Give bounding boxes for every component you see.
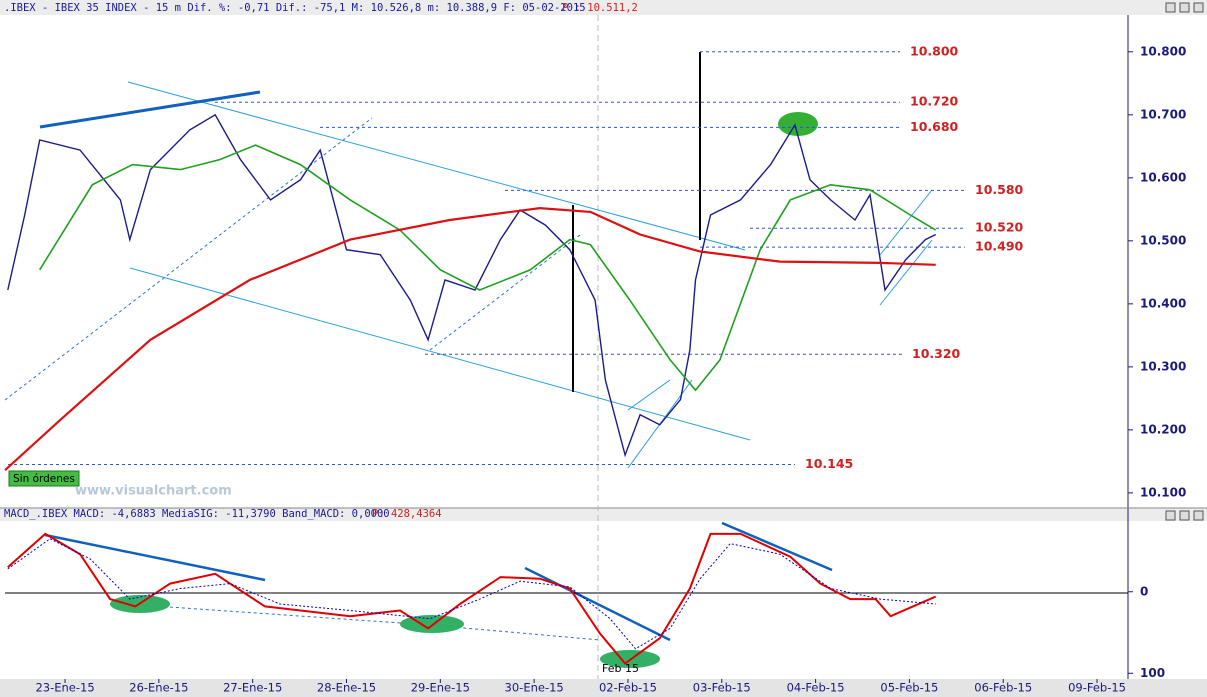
series-line	[7, 113, 937, 458]
series-line	[7, 532, 937, 665]
price-label: P: 428,4364	[372, 508, 442, 520]
button[interactable]	[1165, 510, 1176, 521]
trendline	[44, 533, 266, 582]
x-tick-label: 27-Ene-15	[223, 681, 282, 695]
panel-title: .IBEX - IBEX 35 INDEX - 15 m Dif. %: -0,…	[4, 2, 586, 14]
header-bar	[0, 508, 1207, 521]
button[interactable]	[1165, 2, 1176, 13]
orders-button[interactable]	[8, 470, 80, 487]
level-label: 10.320	[912, 346, 961, 361]
x-tick-label: 09-Feb-15	[1068, 681, 1126, 695]
highlight	[778, 112, 818, 136]
trendline	[721, 521, 833, 572]
watermark: www.visualchart.com	[75, 484, 232, 499]
orders-button-label[interactable]: Sin órdenes	[13, 473, 75, 485]
x-tick-label: 04-Feb-15	[787, 681, 845, 695]
trendline	[879, 239, 933, 306]
series-line	[39, 144, 937, 392]
header-bar	[0, 0, 1207, 15]
price-label: P : 10.511,2	[562, 2, 638, 14]
trendline	[524, 566, 671, 642]
trendline	[879, 189, 933, 256]
level-label: 10.580	[975, 182, 1024, 197]
y-tick-label: 10.700	[1140, 107, 1186, 121]
y-tick-label: 10.200	[1140, 422, 1186, 436]
y-tick-label: 10.400	[1140, 296, 1186, 310]
window-buttons[interactable]	[1165, 2, 1204, 521]
x-tick-label: 29-Ene-15	[411, 681, 470, 695]
trendline	[39, 90, 261, 129]
level-label: 10.720	[910, 94, 959, 109]
x-tick-label: 02-Feb-15	[599, 681, 657, 695]
trendline	[429, 234, 581, 351]
button[interactable]	[1179, 510, 1190, 521]
x-tick-label: 23-Ene-15	[35, 681, 94, 695]
x-tick-label: 03-Feb-15	[693, 681, 751, 695]
level-label: 10.145	[805, 456, 853, 471]
highlight	[400, 615, 464, 633]
button[interactable]	[1179, 2, 1190, 13]
series-line	[4, 206, 936, 472]
y-tick-label: 10.800	[1140, 44, 1186, 58]
x-tick-label: 28-Ene-15	[317, 681, 376, 695]
y-tick-label: 10.300	[1140, 359, 1186, 373]
date-axis-bar	[0, 679, 1207, 697]
y-tick-label: 10.500	[1140, 233, 1186, 247]
panel-title: MACD_.IBEX MACD: -4,6883 MediaSIG: -11,3…	[4, 508, 390, 520]
period-marker: Feb 15	[602, 662, 639, 675]
level-label: 10.800	[910, 43, 959, 58]
level-label: 10.680	[910, 119, 959, 134]
level-label: 10.490	[975, 239, 1024, 254]
trendline	[127, 81, 746, 251]
trendline	[627, 379, 671, 411]
level-label: 10.520	[975, 220, 1024, 235]
button[interactable]	[1193, 510, 1204, 521]
y-tick-label: 10.100	[1140, 485, 1186, 499]
x-tick-label: 26-Ene-15	[129, 681, 188, 695]
series-line	[7, 538, 936, 650]
x-tick-label: 30-Ene-15	[505, 681, 564, 695]
y-tick-label: 10.600	[1140, 170, 1186, 184]
y-tick-label: 0	[1140, 584, 1148, 598]
x-tick-label: 05-Feb-15	[880, 681, 938, 695]
button[interactable]	[1193, 2, 1204, 13]
y-tick-label: 100	[1140, 666, 1165, 680]
x-tick-label: 06-Feb-15	[974, 681, 1032, 695]
